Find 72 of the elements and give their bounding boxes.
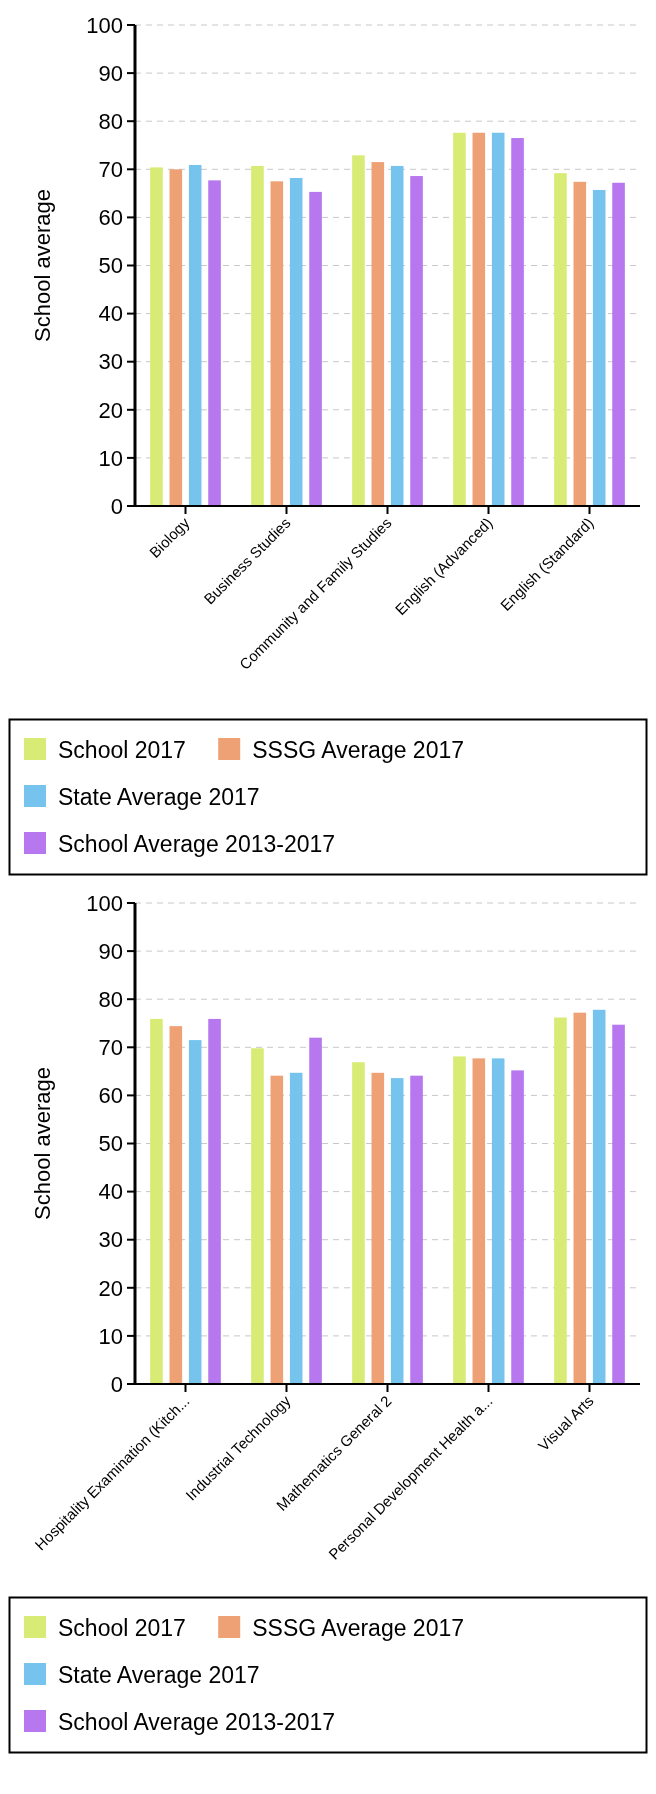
bar bbox=[592, 1009, 606, 1384]
bar bbox=[592, 189, 606, 506]
bar bbox=[453, 1056, 466, 1384]
bar bbox=[491, 132, 505, 506]
y-tick-label: 20 bbox=[98, 1275, 123, 1301]
bar bbox=[251, 1048, 264, 1384]
y-tick-label: 90 bbox=[98, 938, 123, 964]
legend-label: School 2017 bbox=[58, 1615, 186, 1641]
y-tick-label: 80 bbox=[98, 108, 123, 134]
y-tick-label: 20 bbox=[98, 397, 123, 423]
legend-label: State Average 2017 bbox=[58, 1662, 260, 1688]
bar bbox=[208, 180, 221, 506]
bar bbox=[352, 1062, 365, 1384]
bar bbox=[554, 173, 567, 506]
y-tick-label: 10 bbox=[98, 1323, 123, 1349]
y-tick-label: 0 bbox=[110, 493, 123, 519]
y-tick-label: 50 bbox=[98, 1131, 123, 1157]
y-tick-label: 80 bbox=[98, 986, 123, 1012]
bar bbox=[169, 169, 183, 506]
y-tick-label: 10 bbox=[98, 445, 123, 471]
legend-label: State Average 2017 bbox=[58, 784, 260, 810]
bar bbox=[371, 1072, 385, 1384]
bar bbox=[309, 1037, 322, 1384]
legend-label: SSSG Average 2017 bbox=[252, 1615, 465, 1641]
y-tick-label: 60 bbox=[98, 205, 123, 231]
y-tick-label: 90 bbox=[98, 60, 123, 86]
bar bbox=[289, 1072, 303, 1384]
bar bbox=[188, 164, 202, 506]
bar bbox=[472, 132, 486, 506]
bar bbox=[612, 1024, 625, 1384]
bar bbox=[612, 182, 625, 506]
y-axis-title: School average bbox=[30, 1067, 55, 1220]
y-axis-title: School average bbox=[30, 189, 55, 342]
bar bbox=[251, 165, 264, 506]
bar bbox=[150, 167, 163, 506]
bar bbox=[169, 1026, 183, 1384]
legend-label: SSSG Average 2017 bbox=[252, 737, 465, 763]
legend-label: School Average 2013-2017 bbox=[58, 1709, 336, 1735]
bar bbox=[472, 1058, 486, 1384]
bar bbox=[188, 1040, 202, 1384]
bar bbox=[573, 1012, 587, 1384]
bar bbox=[309, 191, 322, 506]
y-tick-label: 40 bbox=[98, 1179, 123, 1205]
bar bbox=[491, 1058, 505, 1384]
y-tick-label: 70 bbox=[98, 157, 123, 182]
bar bbox=[573, 181, 587, 506]
y-tick-label: 60 bbox=[98, 1083, 123, 1109]
y-tick-label: 0 bbox=[110, 1371, 123, 1397]
bar bbox=[270, 181, 284, 506]
bar bbox=[410, 176, 423, 506]
y-tick-label: 70 bbox=[98, 1035, 123, 1060]
y-tick-label: 100 bbox=[86, 12, 123, 38]
bar bbox=[208, 1018, 221, 1384]
bar bbox=[289, 177, 303, 506]
bar bbox=[390, 1078, 404, 1384]
y-tick-label: 40 bbox=[98, 301, 123, 327]
bar bbox=[390, 165, 404, 506]
y-tick-label: 100 bbox=[86, 890, 123, 916]
legend-label: School 2017 bbox=[58, 737, 186, 763]
bar bbox=[352, 155, 365, 506]
bar bbox=[410, 1075, 423, 1384]
y-tick-label: 30 bbox=[98, 349, 123, 375]
bar bbox=[453, 132, 466, 506]
y-tick-label: 30 bbox=[98, 1227, 123, 1253]
bar bbox=[270, 1075, 284, 1384]
bar bbox=[554, 1017, 567, 1384]
y-tick-label: 50 bbox=[98, 253, 123, 279]
legend-label: School Average 2013-2017 bbox=[58, 831, 336, 857]
bar bbox=[371, 162, 385, 506]
bar bbox=[511, 138, 524, 506]
bar bbox=[150, 1018, 163, 1384]
bar bbox=[511, 1070, 524, 1384]
